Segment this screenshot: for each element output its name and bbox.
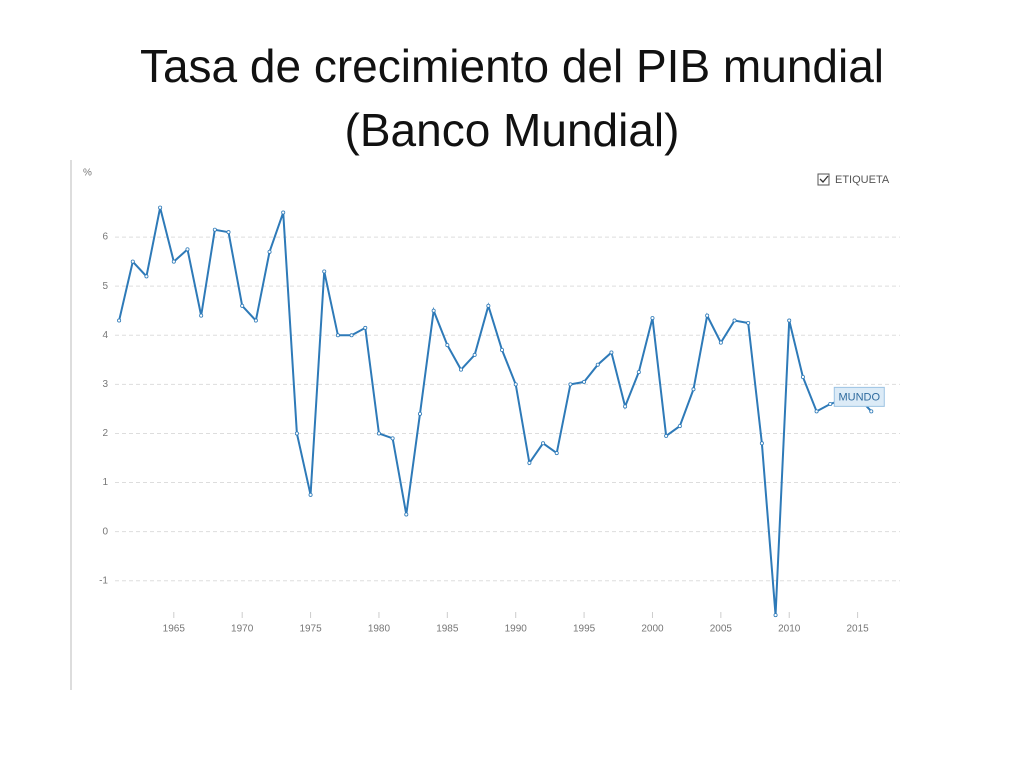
x-tick-label: 2005 [710, 624, 733, 635]
y-tick-label: 4 [102, 330, 108, 341]
data-point [718, 340, 723, 345]
y-tick-label: 3 [102, 379, 108, 390]
data-point [445, 343, 450, 348]
data-point [527, 460, 532, 465]
data-point [500, 347, 505, 352]
checkmark [819, 175, 829, 183]
data-point [636, 370, 641, 375]
data-point [705, 313, 710, 318]
toggle-label[interactable]: ETIQUETA [835, 174, 890, 186]
data-point [117, 318, 122, 323]
data-point [294, 431, 299, 436]
data-point [568, 382, 573, 387]
data-point [595, 362, 600, 367]
data-point [828, 401, 833, 406]
data-point [281, 210, 286, 215]
data-point [335, 333, 340, 338]
data-point [404, 512, 409, 517]
series-label-box [833, 386, 885, 407]
data-point [390, 436, 395, 441]
x-tick-label: 1970 [231, 624, 254, 635]
x-tick-label: 1990 [505, 624, 528, 635]
data-point [677, 424, 682, 429]
slide-title: Tasa de crecimiento del PIB mundial (Ban… [139, 40, 885, 156]
data-point [486, 303, 491, 308]
data-point [814, 409, 819, 414]
data-point [431, 308, 436, 313]
y-axis-label: % [83, 168, 92, 179]
data-point [759, 441, 764, 446]
y-tick-label: 1 [102, 477, 108, 488]
data-point [144, 274, 149, 279]
data-point [171, 259, 176, 264]
data-point [554, 451, 559, 456]
data-point [800, 374, 805, 379]
data-point [459, 367, 464, 372]
x-tick-label: 1975 [299, 624, 322, 635]
data-point [226, 230, 231, 235]
x-tick-label: 2010 [778, 624, 801, 635]
y-tick-label: 6 [102, 232, 108, 243]
data-point [732, 318, 737, 323]
data-point [582, 379, 587, 384]
x-tick-label: 1965 [163, 624, 186, 635]
x-tick-label: 1985 [436, 624, 459, 635]
y-tick-label: 0 [102, 526, 108, 537]
checkbox[interactable] [817, 173, 830, 186]
data-point [212, 227, 217, 232]
data-point [185, 247, 190, 252]
data-point [240, 303, 245, 308]
data-point [376, 431, 381, 436]
data-point [609, 350, 614, 355]
data-point [869, 409, 874, 414]
data-point [773, 613, 778, 618]
data-point [253, 318, 258, 323]
y-tick-label: 2 [102, 428, 108, 439]
data-point [267, 249, 272, 254]
data-point [363, 325, 368, 330]
x-tick-label: 1980 [368, 624, 391, 635]
data-point [513, 382, 518, 387]
data-point [417, 411, 422, 416]
data-point [158, 205, 163, 210]
y-tick-label: -1 [99, 575, 108, 586]
data-point [349, 333, 354, 338]
data-point [308, 492, 313, 497]
x-tick-label: 2000 [641, 624, 664, 635]
x-tick-label: 1995 [573, 624, 596, 635]
data-point [746, 320, 751, 325]
x-tick-label: 2015 [846, 624, 869, 635]
data-point [130, 259, 135, 264]
data-point [541, 441, 546, 446]
data-point [199, 313, 204, 318]
y-tick-label: 5 [102, 281, 108, 292]
data-point [650, 316, 655, 321]
data-point [787, 318, 792, 323]
series-line [118, 207, 873, 616]
data-point [322, 269, 327, 274]
data-point [664, 433, 669, 438]
data-point [472, 352, 477, 357]
label-toggle[interactable]: ETIQUETA [817, 173, 890, 186]
data-point [623, 404, 628, 409]
series-label: MUNDO [838, 391, 880, 403]
data-point [691, 387, 696, 392]
